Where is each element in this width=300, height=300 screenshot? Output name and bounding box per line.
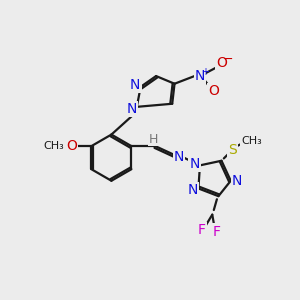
Text: N: N <box>126 102 136 116</box>
Text: N: N <box>130 77 140 92</box>
Text: CH₃: CH₃ <box>43 141 64 151</box>
Text: N: N <box>188 183 198 197</box>
Text: O: O <box>66 139 77 153</box>
Text: N: N <box>195 69 205 83</box>
Text: F: F <box>197 223 206 237</box>
Text: −: − <box>222 52 233 66</box>
Text: +: + <box>201 67 209 77</box>
Text: N: N <box>189 157 200 171</box>
Text: O: O <box>216 56 227 70</box>
Text: N: N <box>232 174 242 188</box>
Text: H: H <box>149 133 158 146</box>
Text: N: N <box>174 150 184 164</box>
Text: S: S <box>228 143 237 157</box>
Text: F: F <box>213 225 221 238</box>
Text: CH₃: CH₃ <box>241 136 262 146</box>
Text: O: O <box>208 84 219 98</box>
